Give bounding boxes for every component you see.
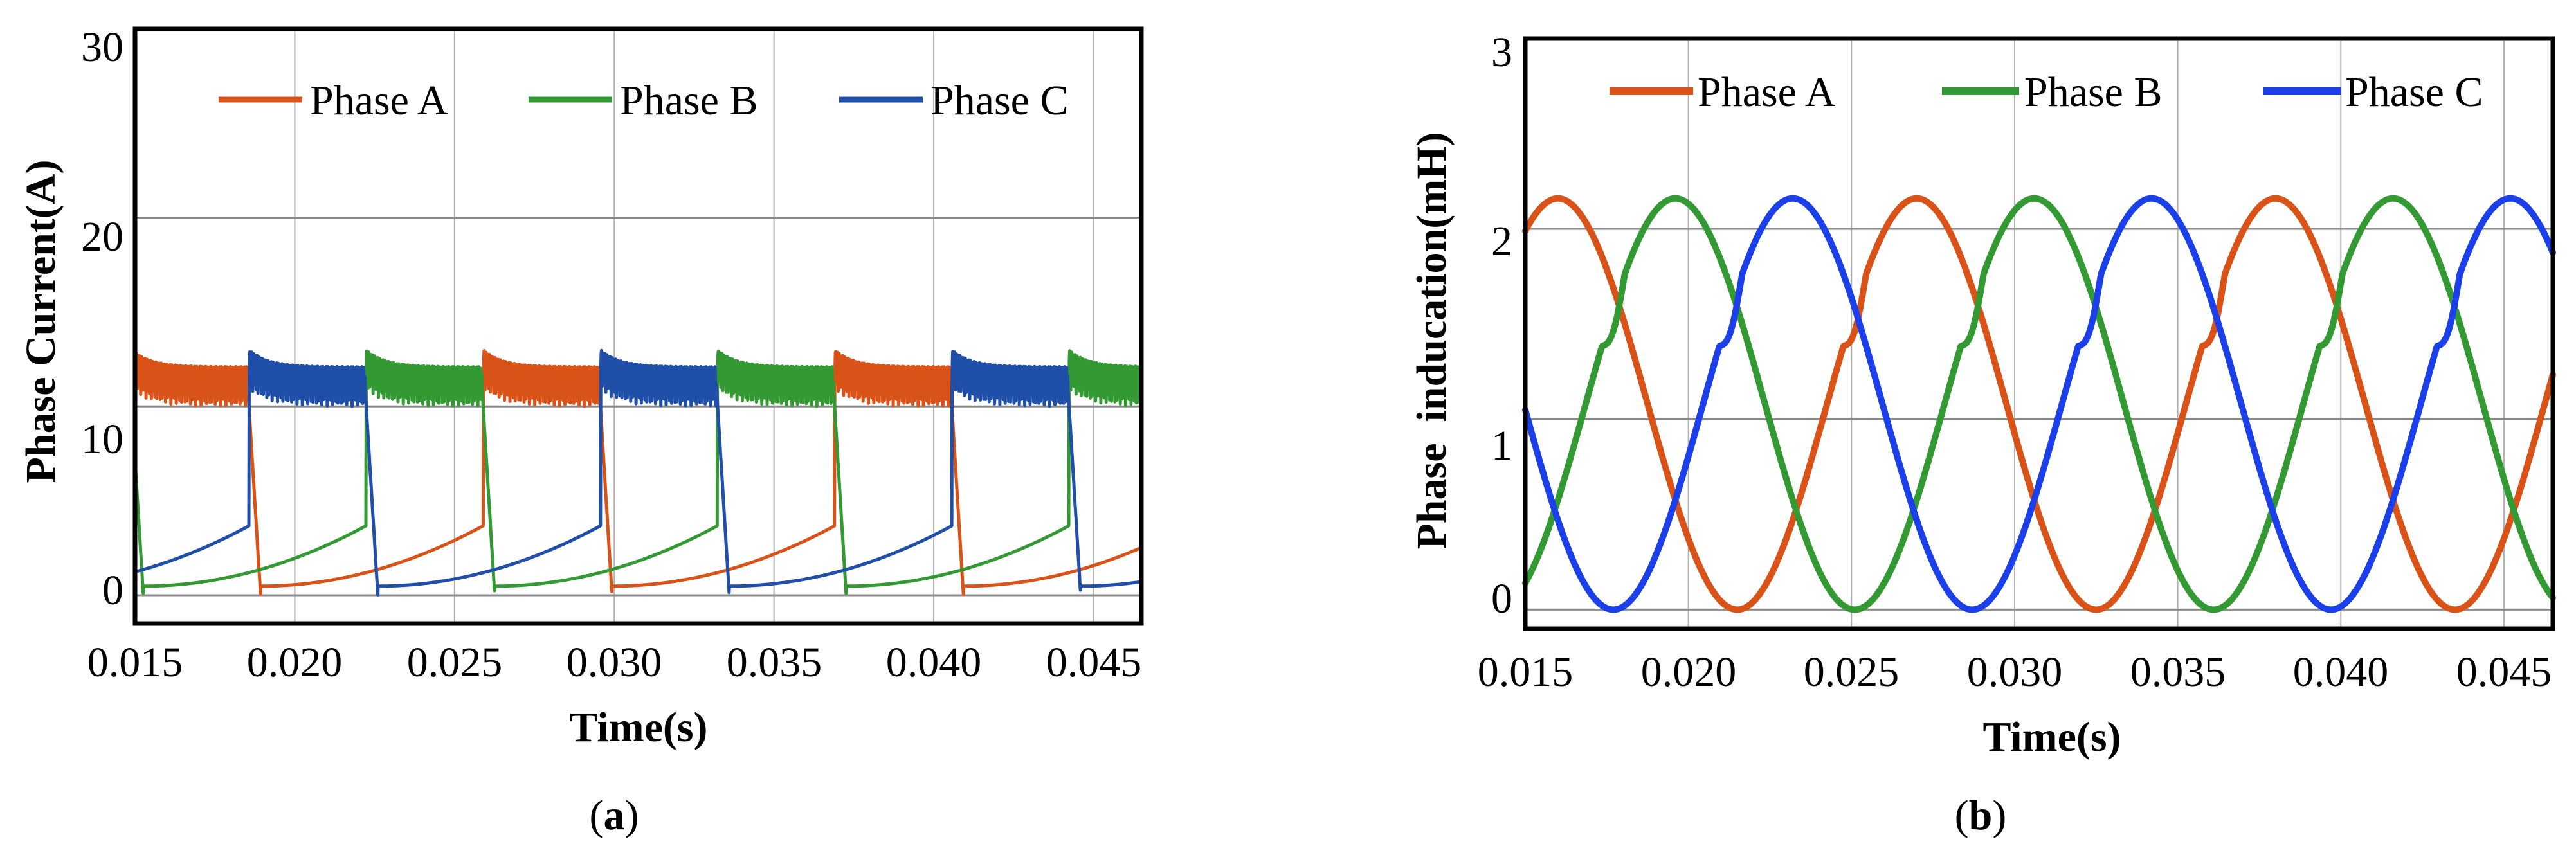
panel-a-frame [132,26,1144,626]
panel-a-yticks: 0 10 20 30 [81,24,123,614]
panel-a-plot-area [135,29,1141,624]
b-xtick-label: 0.040 [2293,649,2389,696]
b-xtick-label: 0.015 [1478,649,1574,696]
a-xtick-label: 0.020 [247,639,343,686]
panel-b-frame [1523,36,2555,631]
a-xtick-label: 0.045 [1046,639,1142,686]
b-ytick-label: 0 [1491,575,1512,622]
b-xtick-label: 0.020 [1641,649,1737,696]
a-xtick-label: 0.040 [886,639,982,686]
panel-a-caption: (a) [590,792,639,839]
b-series-line-2 [1522,195,2556,613]
legend-b-phase-c-label: Phase C [2345,69,2483,116]
a-xtick-label: 0.015 [87,639,183,686]
panel-b-caption-letter: b [1969,792,1993,839]
legend-b-phase-b-label: Phase B [2024,69,2163,116]
panel-a-y-axis-label: Phase Current(A) [17,160,64,483]
panel-a-x-axis-label: Time(s) [569,704,707,751]
panel-a-series [133,348,1143,597]
legend-b-phase-a-label: Phase A [1698,69,1836,116]
panel-b-x-axis-label: Time(s) [1982,714,2121,760]
a-xtick-label: 0.025 [407,639,503,686]
a-ytick-label: 0 [102,567,123,614]
panel-a-caption-letter: a [604,792,625,839]
legend-a-phase-a-label: Phase A [310,77,448,124]
panel-a-legend: Phase A Phase B Phase C [219,77,1069,124]
a-series-line-2 [133,349,1143,595]
a-ytick-label: 10 [81,416,123,463]
b-xtick-label: 0.025 [1804,649,1900,696]
a-ytick-label: 20 [81,213,123,260]
a-series-line-3 [134,348,1143,597]
b-ytick-label: 3 [1491,29,1512,76]
a-xtick-label: 0.030 [567,639,662,686]
b-xtick-label: 0.035 [2130,649,2226,696]
panel-b-plot-area [1525,39,2553,629]
b-series-line-3 [1522,195,2556,613]
panel-b-series [1522,195,2556,613]
b-ytick-label: 2 [1491,218,1512,265]
panel-a-xticks: 0.015 0.020 0.025 0.030 0.035 0.040 0.04… [87,639,1142,686]
a-series-line-1 [133,349,1143,597]
panel-a: Phase A Phase B Phase C 0 10 20 30 0.015… [17,24,1144,839]
legend-a-phase-c-label: Phase C [930,77,1069,124]
legend-a-phase-b-label: Phase B [620,77,758,124]
a-ytick-label: 30 [81,24,123,71]
panel-b-legend: Phase A Phase B Phase C [1610,69,2483,116]
panel-b: Phase A Phase B Phase C 0 1 2 3 0.015 0.… [1408,29,2556,839]
panel-b-xticks: 0.015 0.020 0.025 0.030 0.035 0.040 0.04… [1478,649,2552,696]
b-ytick-label: 1 [1491,422,1512,469]
b-xtick-label: 0.030 [1967,649,2063,696]
panel-b-y-axis-label: Phase inducation(mH) [1408,132,1455,549]
a-xtick-label: 0.035 [727,639,822,686]
b-series-line-1 [1522,195,2556,613]
panel-b-yticks: 0 1 2 3 [1491,29,1512,622]
panel-b-caption: (b) [1955,792,2007,839]
b-xtick-label: 0.045 [2456,649,2552,696]
